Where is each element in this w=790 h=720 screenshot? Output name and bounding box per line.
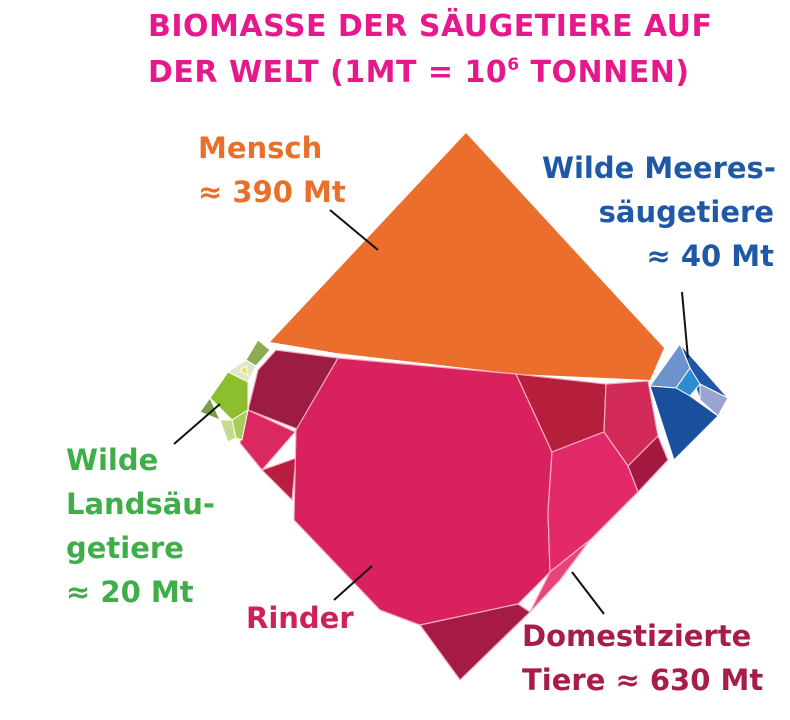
label-wild-marine-line-1: Wilde Meeres- xyxy=(542,151,776,185)
label-wild-marine-value: ≈ 40 Mt xyxy=(646,239,774,273)
title-line-2-suffix: TONNEN) xyxy=(519,55,690,90)
label-mensch-value: ≈ 390 Mt xyxy=(198,175,346,209)
cell-land-7 xyxy=(239,365,249,378)
cell-domestic-9 xyxy=(418,603,531,681)
title-exponent: 6 xyxy=(507,55,520,75)
label-domestic-line-2: Tiere ≈ 630 Mt xyxy=(522,663,764,697)
leader-line-meer xyxy=(681,291,689,359)
label-domestic: Domestizierte Tiere ≈ 630 Mt xyxy=(522,614,763,702)
label-wild-land-line-3: getiere xyxy=(66,531,184,565)
cell-domestic-1 xyxy=(247,349,339,431)
label-rinder-name: Rinder xyxy=(246,601,354,635)
cell-land-6 xyxy=(231,408,249,441)
label-wild-land: Wilde Landsäu- getiere ≈ 20 Mt xyxy=(66,438,215,614)
title-line-2-prefix: DER WELT (1MT = 10 xyxy=(148,55,508,90)
label-mensch-name: Mensch xyxy=(198,131,323,165)
cell-domestic-7 xyxy=(547,431,639,574)
cell-land-3 xyxy=(209,371,249,421)
label-domestic-line-1: Domestizierte xyxy=(522,619,752,653)
label-mensch: Mensch ≈ 390 Mt xyxy=(198,126,346,214)
label-wild-marine-line-2: säugetiere xyxy=(598,195,774,229)
title-line-2: DER WELT (1MT = 106 TONNEN) xyxy=(148,50,713,96)
leader-lines xyxy=(173,209,689,615)
chart-title: BIOMASSE DER SÄUGETIERE AUF DER WELT (1M… xyxy=(148,4,713,96)
title-line-1: BIOMASSE DER SÄUGETIERE AUF xyxy=(148,9,713,44)
domestic-animals-group xyxy=(239,349,669,681)
marine-mammals-group xyxy=(649,342,729,461)
leader-line-dom xyxy=(571,571,605,615)
cell-rinder xyxy=(293,357,553,626)
cell-domestic-8 xyxy=(529,539,591,613)
label-rinder: Rinder xyxy=(246,596,354,640)
label-wild-land-line-1: Wilde xyxy=(66,443,159,477)
land-mammals-group xyxy=(199,339,271,443)
cell-marine-5 xyxy=(699,383,729,417)
leader-line-land xyxy=(173,403,221,445)
label-wild-marine: Wilde Meeres- säugetiere ≈ 40 Mt xyxy=(542,146,776,278)
label-wild-land-line-2: Landsäu- xyxy=(66,487,215,521)
label-wild-land-value: ≈ 20 Mt xyxy=(66,575,194,609)
leader-line-rinder xyxy=(333,565,373,601)
cell-domestic-3 xyxy=(260,457,297,502)
cell-mensch xyxy=(270,133,664,380)
leader-line-mensch xyxy=(329,209,379,251)
